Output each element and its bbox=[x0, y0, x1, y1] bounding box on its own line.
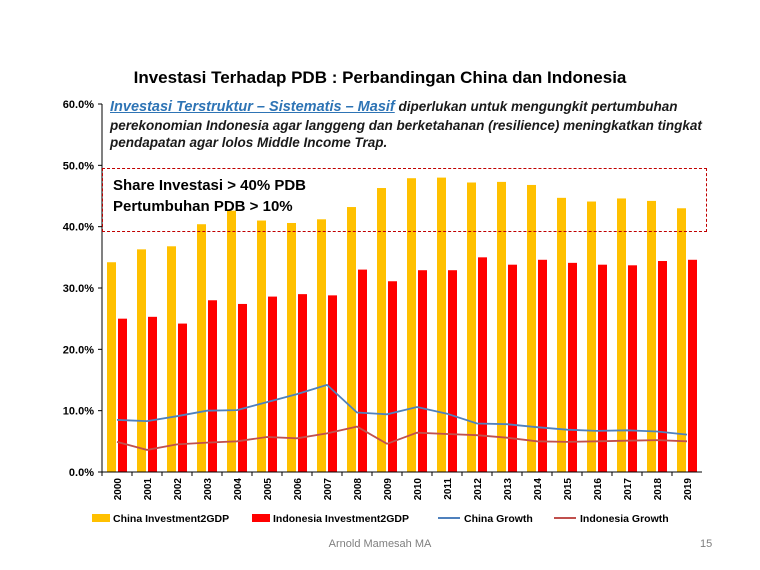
x-tick-label: 2007 bbox=[323, 478, 334, 501]
legend-indonesia-investment-label: Indonesia Investment2GDP bbox=[273, 513, 409, 525]
x-tick-label: 2000 bbox=[113, 478, 124, 501]
china-investment-bar bbox=[197, 224, 206, 472]
indonesia-growth-line bbox=[116, 425, 688, 451]
indonesia-investment-bar bbox=[148, 316, 157, 472]
x-tick-label: 2005 bbox=[263, 478, 274, 501]
bars-group bbox=[107, 177, 697, 473]
x-tick-label: 2003 bbox=[203, 478, 214, 501]
china-investment-bar bbox=[257, 220, 266, 472]
y-tick-label: 60.0% bbox=[63, 99, 94, 111]
china-investment-bar bbox=[467, 182, 476, 473]
y-tick-label: 50.0% bbox=[63, 160, 94, 172]
indonesia-investment-bar bbox=[598, 264, 607, 472]
page-number: 15 bbox=[700, 538, 713, 550]
indonesia-investment-bar bbox=[688, 259, 697, 472]
x-tick-label: 2001 bbox=[143, 478, 154, 501]
annotation-text: Investasi Terstruktur – Sistematis – Mas… bbox=[110, 98, 710, 152]
y-tick-label: 0.0% bbox=[69, 467, 94, 479]
x-tick-label: 2004 bbox=[233, 478, 244, 501]
legend-china-growth-label: China Growth bbox=[464, 513, 533, 525]
annotation-emphasis: Investasi Terstruktur – Sistematis – Mas… bbox=[110, 99, 395, 115]
box-line-investment: Share Investasi > 40% PDB bbox=[113, 177, 307, 194]
china-investment-bar bbox=[527, 184, 536, 472]
x-tick-label: 2002 bbox=[173, 478, 184, 501]
x-tick-label: 2017 bbox=[623, 478, 634, 501]
indonesia-investment-bar bbox=[538, 259, 547, 472]
x-tick-label: 2012 bbox=[473, 478, 484, 501]
china-investment-bar bbox=[107, 262, 116, 472]
china-investment-bar bbox=[407, 178, 416, 473]
x-tick-label: 2019 bbox=[683, 478, 694, 501]
target-box: Share Investasi > 40% PDB Pertumbuhan PD… bbox=[102, 168, 707, 232]
china-investment-bar bbox=[347, 207, 356, 473]
x-tick-label: 2008 bbox=[353, 478, 364, 501]
x-tick-label: 2013 bbox=[503, 478, 514, 501]
y-tick-label: 20.0% bbox=[63, 344, 94, 356]
indonesia-investment-bar bbox=[118, 318, 127, 472]
y-tick-label: 40.0% bbox=[63, 222, 94, 234]
china-investment-bar bbox=[677, 208, 686, 472]
indonesia-investment-bar bbox=[508, 264, 517, 472]
y-axis: 0.0% 10.0% 20.0% 30.0% 40.0% 50.0% 60.0% bbox=[63, 99, 103, 479]
indonesia-investment-bar bbox=[658, 261, 667, 472]
x-tick-label: 2010 bbox=[413, 478, 424, 501]
china-investment-bar bbox=[377, 188, 386, 472]
china-investment-bar bbox=[137, 249, 146, 472]
x-axis: 2000 2001 2002 2003 2004 2005 2006 2007 2008 2009… bbox=[101, 471, 702, 501]
x-tick-label: 2006 bbox=[293, 478, 304, 501]
x-tick-label: 2009 bbox=[383, 478, 394, 501]
x-tick-label: 2018 bbox=[653, 478, 664, 501]
indonesia-investment-bar bbox=[628, 265, 637, 472]
x-tick-label: 2016 bbox=[593, 478, 604, 501]
y-tick-label: 30.0% bbox=[63, 283, 94, 295]
indonesia-investment-bar bbox=[178, 323, 187, 472]
footer-author: Arnold Mamesah MA bbox=[328, 538, 432, 550]
china-investment-bar bbox=[227, 210, 236, 472]
legend-indonesia-growth-label: Indonesia Growth bbox=[580, 513, 669, 525]
indonesia-investment-bar bbox=[568, 262, 577, 472]
x-tick-label: 2015 bbox=[563, 478, 574, 501]
x-tick-label: 2011 bbox=[443, 478, 454, 500]
indonesia-investment-bar bbox=[328, 295, 337, 472]
china-investment-bar bbox=[587, 201, 596, 472]
legend: China Investment2GDP Indonesia Investment… bbox=[92, 513, 669, 525]
china-investment-bar bbox=[317, 219, 326, 472]
lines-group bbox=[116, 383, 688, 451]
y-tick-label: 10.0% bbox=[63, 406, 94, 418]
legend-indonesia-investment-swatch bbox=[252, 514, 270, 522]
indonesia-investment-bar bbox=[478, 257, 487, 472]
legend-china-investment-label: China Investment2GDP bbox=[113, 513, 229, 525]
china-growth-line bbox=[116, 383, 688, 436]
indonesia-investment-bar bbox=[268, 296, 277, 472]
box-line-growth: Pertumbuhan PDB > 10% bbox=[113, 198, 293, 215]
indonesia-investment-bar bbox=[238, 303, 247, 472]
china-investment-bar bbox=[647, 200, 656, 472]
china-investment-bar bbox=[167, 246, 176, 472]
indonesia-investment-bar bbox=[418, 270, 427, 472]
china-investment-bar bbox=[437, 177, 446, 472]
china-investment-bar bbox=[287, 222, 296, 472]
x-tick-label: 2014 bbox=[533, 478, 544, 501]
china-investment-bar bbox=[497, 181, 506, 473]
annotation-body: diperlukan untuk mengungkit pertumbuhan … bbox=[110, 99, 702, 150]
indonesia-investment-bar bbox=[448, 270, 457, 472]
indonesia-investment-bar bbox=[388, 281, 397, 472]
china-investment-bar bbox=[557, 197, 566, 472]
legend-china-investment-swatch bbox=[92, 514, 110, 522]
indonesia-investment-bar bbox=[358, 269, 367, 472]
indonesia-investment-bar bbox=[208, 300, 217, 472]
chart-title: Investasi Terhadap PDB : Perbandingan Ch… bbox=[133, 68, 627, 87]
china-investment-bar bbox=[617, 198, 626, 472]
indonesia-investment-bar bbox=[298, 294, 307, 472]
